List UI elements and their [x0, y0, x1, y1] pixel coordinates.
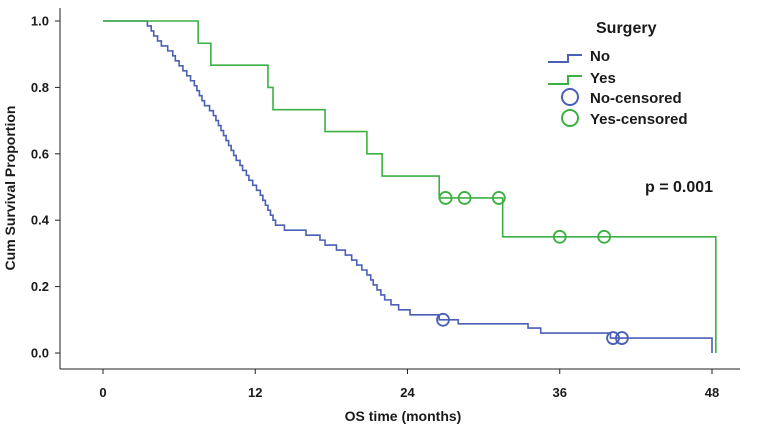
y-tick-label: 0.2: [31, 279, 49, 294]
censor-mark-yes: [491, 191, 506, 205]
x-tick-label: 24: [400, 385, 415, 400]
series-lines: [103, 20, 717, 353]
censor-mark-yes: [552, 229, 567, 244]
legend-swatch-yes: [548, 75, 582, 85]
legend-label-yes-censored: Yes-censored: [590, 111, 688, 128]
y-tick-label: 0.4: [31, 213, 50, 228]
x-tick-label: 36: [553, 385, 567, 400]
y-tick-label: 0.0: [31, 346, 49, 361]
censor-mark-yes: [457, 191, 472, 205]
p-value-annotation: p = 0.001: [645, 179, 713, 196]
censor-mark-no: [606, 331, 620, 345]
y-axis-title: Cum Survival Proportion: [2, 106, 18, 271]
censor-mark-yes: [597, 229, 612, 244]
censor-mark-no: [615, 331, 629, 345]
y-tick-label: 1.0: [31, 14, 49, 29]
censor-marks: [436, 191, 629, 345]
x-ticks: 0 12 24 36 48: [99, 369, 719, 400]
y-ticks: 0.0 0.2 0.4 0.6 0.8 1.0: [31, 14, 60, 361]
legend: Surgery No Yes No-censored Yes-censored: [548, 20, 688, 128]
legend-swatch-no: [548, 54, 582, 63]
x-axis-title: OS time (months): [345, 408, 462, 424]
censor-mark-no: [436, 312, 450, 327]
y-tick-label: 0.6: [31, 146, 49, 161]
series-line-yes: [103, 20, 717, 353]
legend-label-yes: Yes: [590, 70, 616, 87]
series-line-no: [103, 20, 713, 353]
y-tick-label: 0.8: [31, 80, 49, 95]
x-tick-label: 12: [248, 385, 262, 400]
legend-marker-yes-censored: [561, 109, 579, 127]
x-tick-label: 48: [705, 385, 719, 400]
x-tick-label: 0: [99, 385, 106, 400]
legend-marker-no-censored: [561, 88, 579, 106]
censor-mark-yes: [438, 191, 453, 205]
legend-title: Surgery: [596, 20, 657, 37]
legend-label-no: No: [590, 48, 610, 65]
legend-label-no-censored: No-censored: [590, 90, 682, 107]
